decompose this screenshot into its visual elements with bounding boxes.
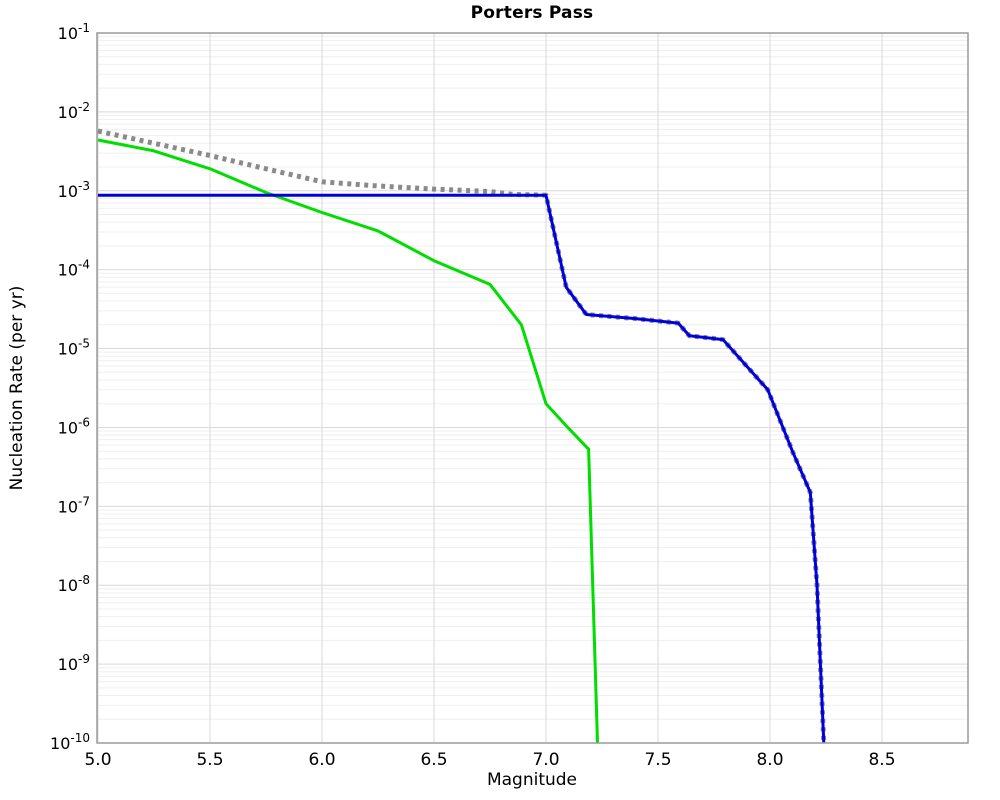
y-tick-label: 10-2 [58, 100, 90, 122]
x-tick-label: 6.5 [420, 750, 447, 770]
x-tick-label: 5.0 [84, 750, 111, 770]
y-tick-label: 10-6 [58, 415, 90, 437]
y-axis-title: Nucleation Rate (per yr) [7, 285, 27, 491]
x-tick-label: 7.5 [644, 750, 671, 770]
x-tick-label: 6.0 [308, 750, 335, 770]
y-tick-label: 10-7 [58, 494, 90, 516]
series-green-solid-rate [97, 138, 599, 744]
series-blue-solid-rate [98, 193, 826, 744]
y-tick-label: 10-1 [58, 21, 90, 43]
y-tick-label: 10-10 [50, 731, 90, 753]
y-tick-label: 10-8 [58, 573, 90, 595]
x-tick-label: 7.0 [532, 750, 559, 770]
chart-title: Porters Pass [470, 3, 594, 23]
y-tick-label: 10-9 [58, 652, 90, 674]
x-axis-title: Magnitude [486, 770, 578, 790]
y-tick-label: 10-4 [58, 258, 90, 280]
y-tick-label: 10-3 [58, 179, 90, 201]
plot-border [96, 32, 969, 744]
x-tick-label: 8.5 [868, 750, 895, 770]
x-tick-label: 5.5 [196, 750, 223, 770]
y-tick-label: 10-5 [58, 337, 90, 359]
x-tick-label: 8.0 [756, 750, 783, 770]
